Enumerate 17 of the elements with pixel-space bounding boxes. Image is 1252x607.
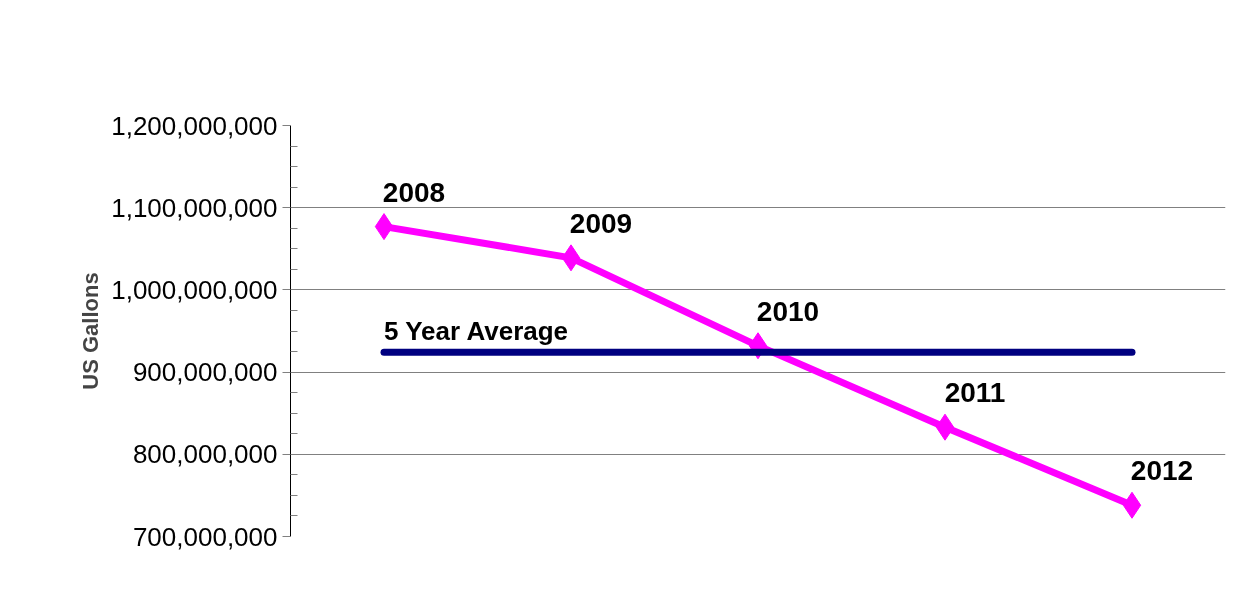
y-axis-title: US Gallons [78,272,104,390]
x-tick-label: 2012 [1130,455,1194,487]
y-tick-label: 900,000,000 [132,357,278,388]
y-tick-label: 800,000,000 [132,439,278,470]
y-tick-label: 1,200,000,000 [111,110,278,141]
point [935,413,955,441]
point [561,244,581,272]
x-tick-label: 2009 [569,207,633,239]
point [374,213,394,241]
x-tick-label: 2010 [756,295,820,327]
y-tick-label: 1,000,000,000 [111,274,278,305]
x-tick-label: 2008 [382,176,446,208]
y-tick-label: 700,000,000 [132,521,278,552]
x-tick-label: 2011 [944,377,1006,409]
series-label: 5 Year Average [384,316,569,347]
point [1122,491,1142,519]
y-tick-label: 1,100,000,000 [111,192,278,223]
